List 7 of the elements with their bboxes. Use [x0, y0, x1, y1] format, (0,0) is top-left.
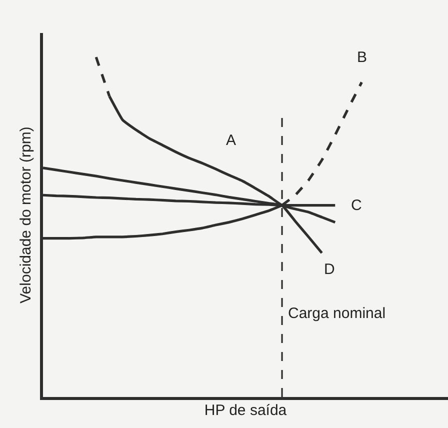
series-label: C [351, 197, 362, 214]
x-axis-title: HP de saída [204, 402, 288, 419]
y-axis-title: Velocidade do motor (rpm) [18, 126, 34, 304]
series-label: B [357, 49, 368, 66]
series-label: A [226, 132, 236, 149]
series-label: D [324, 261, 335, 278]
annotation: Carga nominal [288, 305, 386, 322]
